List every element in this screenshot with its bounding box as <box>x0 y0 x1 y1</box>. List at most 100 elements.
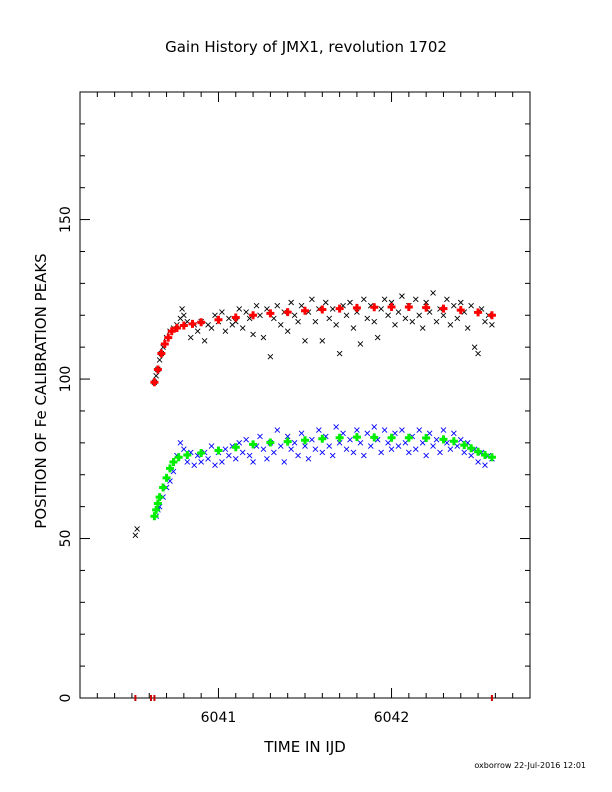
data-point <box>387 302 396 311</box>
data-point <box>316 427 322 433</box>
plot-frame <box>79 91 531 699</box>
data-point <box>179 306 185 312</box>
data-point <box>340 430 346 437</box>
data-point <box>274 302 281 309</box>
series-0 <box>132 290 495 539</box>
data-point <box>447 446 454 453</box>
data-point <box>243 436 249 443</box>
data-point <box>302 443 308 449</box>
data-point <box>426 309 433 315</box>
data-point <box>301 306 309 315</box>
data-point <box>214 315 223 324</box>
data-point <box>335 433 344 442</box>
data-point <box>399 293 405 299</box>
data-point <box>416 427 423 433</box>
data-point <box>333 424 339 430</box>
data-point <box>451 430 457 437</box>
data-point <box>243 309 249 315</box>
data-point <box>335 304 344 313</box>
data-point <box>288 299 294 306</box>
data-point <box>295 318 301 325</box>
data-point <box>385 440 391 446</box>
data-point <box>226 315 232 322</box>
data-point <box>226 452 232 459</box>
data-point <box>475 459 481 465</box>
data-point <box>329 452 336 459</box>
data-point <box>385 312 391 319</box>
data-point <box>474 447 483 456</box>
data-point <box>361 296 367 303</box>
data-point <box>454 315 461 322</box>
data-point <box>312 318 319 325</box>
data-point <box>150 378 159 387</box>
data-point <box>354 427 360 433</box>
y-tick-label: 0 <box>58 694 74 703</box>
data-point <box>357 341 364 347</box>
data-point <box>467 444 476 453</box>
data-point <box>426 430 433 437</box>
data-point <box>274 427 281 433</box>
data-point <box>336 440 343 446</box>
data-point <box>156 357 163 363</box>
data-point <box>404 433 413 442</box>
plot-area <box>132 290 496 701</box>
y-tick-label: 100 <box>58 366 74 393</box>
data-point <box>301 436 309 445</box>
data-point <box>249 440 258 449</box>
data-point <box>474 308 483 317</box>
data-point <box>423 452 429 459</box>
data-point <box>381 296 388 303</box>
data-point <box>201 337 208 344</box>
data-point <box>277 443 284 449</box>
data-point <box>489 322 495 328</box>
data-point <box>378 449 384 456</box>
data-point <box>451 302 457 309</box>
chart-title: Gain History of JMX1, revolution 1702 <box>165 38 447 56</box>
data-point <box>456 306 465 315</box>
data-point <box>460 441 469 450</box>
data-point <box>478 306 485 312</box>
data-point <box>298 430 305 437</box>
data-point <box>312 446 319 453</box>
data-point <box>291 312 298 319</box>
data-point <box>302 337 308 344</box>
data-point <box>449 437 458 446</box>
data-point <box>214 446 223 455</box>
data-point <box>475 350 481 357</box>
data-point <box>395 309 402 315</box>
data-point <box>357 440 364 446</box>
data-point <box>239 325 246 331</box>
data-point <box>440 312 447 319</box>
data-point <box>164 333 173 342</box>
data-point <box>371 424 378 430</box>
data-point <box>150 512 159 521</box>
data-point <box>395 443 402 449</box>
data-point <box>423 299 429 306</box>
data-point <box>197 449 206 458</box>
data-point <box>283 308 292 317</box>
data-point <box>352 433 361 442</box>
data-point <box>468 302 474 309</box>
data-point <box>266 309 275 318</box>
y-tick-label: 150 <box>58 206 74 233</box>
data-point <box>343 446 350 453</box>
data-point <box>260 446 267 453</box>
data-point <box>205 455 211 462</box>
data-point <box>132 532 139 539</box>
data-point <box>447 322 454 328</box>
data-point <box>170 468 177 475</box>
data-point <box>412 446 419 453</box>
data-point <box>284 433 291 440</box>
data-point <box>231 443 240 452</box>
data-point <box>284 328 291 335</box>
data-point <box>212 462 218 468</box>
data-point <box>167 327 176 336</box>
data-point <box>482 318 488 325</box>
data-point <box>343 312 350 319</box>
data-point <box>350 449 357 456</box>
data-point <box>219 309 225 315</box>
data-point <box>326 315 333 322</box>
data-point <box>437 449 443 456</box>
data-point <box>253 302 260 309</box>
data-point <box>416 312 423 319</box>
